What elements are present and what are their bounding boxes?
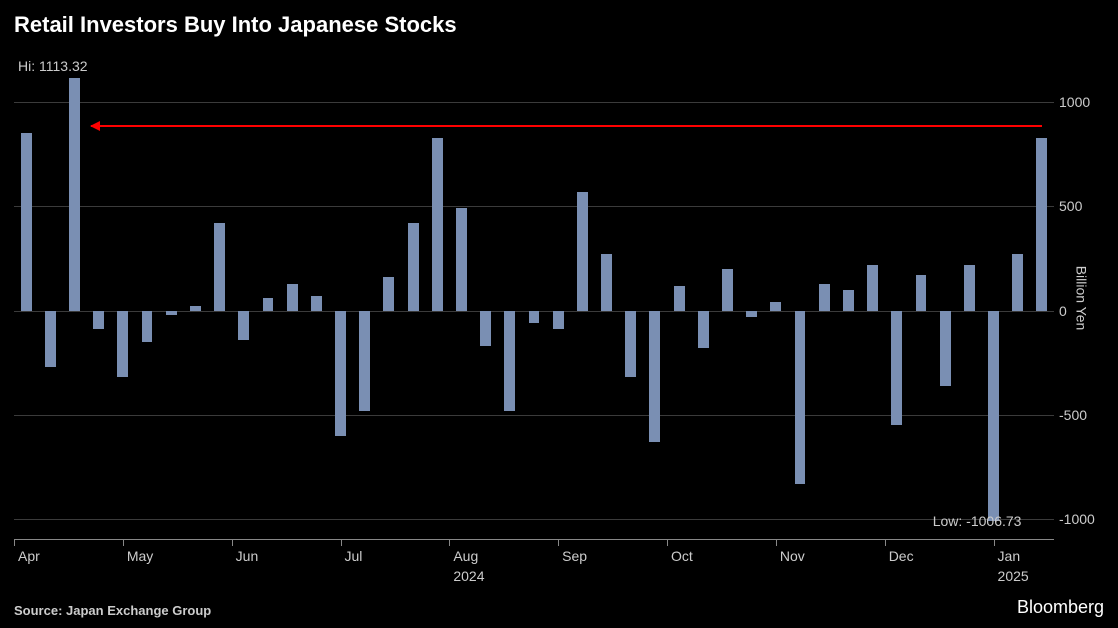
bar — [916, 275, 927, 310]
x-tick-label: Dec — [889, 540, 914, 564]
bar — [770, 302, 781, 310]
bar — [214, 223, 225, 311]
gridline — [14, 102, 1054, 103]
bar — [1036, 138, 1047, 311]
bar — [698, 311, 709, 349]
bar — [843, 290, 854, 311]
bar — [190, 306, 201, 310]
high-annotation: Hi: 1113.32 — [18, 58, 88, 74]
bar — [263, 298, 274, 311]
y-tick-label: 500 — [1059, 198, 1104, 214]
bar — [625, 311, 636, 378]
gridline — [14, 206, 1054, 207]
bar — [964, 265, 975, 311]
bar — [649, 311, 660, 442]
bar — [553, 311, 564, 330]
year-label: 2024 — [453, 540, 484, 584]
bar — [93, 311, 104, 330]
bar — [940, 311, 951, 386]
x-tick — [123, 540, 124, 546]
brand-logo: Bloomberg — [1017, 597, 1104, 618]
bar — [529, 311, 540, 324]
bar — [69, 78, 80, 310]
bar — [988, 311, 999, 521]
bar — [311, 296, 322, 311]
bar — [359, 311, 370, 411]
bar — [1012, 254, 1023, 310]
x-tick — [341, 540, 342, 546]
y-tick-label: 1000 — [1059, 94, 1104, 110]
bar — [601, 254, 612, 310]
x-tick-label: May — [127, 540, 153, 564]
bar — [45, 311, 56, 367]
reference-arrow — [91, 125, 1042, 127]
bar — [432, 138, 443, 311]
bar — [819, 284, 830, 311]
x-tick — [449, 540, 450, 546]
bar — [117, 311, 128, 378]
chart-area: -1000-50005001000AprMayJunJulAugSepOctNo… — [14, 50, 1054, 540]
low-annotation: Low: -1006.73 — [933, 513, 1022, 529]
bar — [480, 311, 491, 346]
x-tick — [885, 540, 886, 546]
x-tick-label: Oct — [671, 540, 693, 564]
source-attribution: Source: Japan Exchange Group — [14, 603, 211, 618]
bar — [456, 208, 467, 310]
x-tick — [232, 540, 233, 546]
bar — [746, 311, 757, 317]
bar — [577, 192, 588, 311]
bar — [504, 311, 515, 411]
bar — [383, 277, 394, 310]
bar — [335, 311, 346, 436]
x-tick — [558, 540, 559, 546]
bar — [867, 265, 878, 311]
x-tick — [667, 540, 668, 546]
y-axis-label: Billion Yen — [1074, 266, 1090, 331]
bar — [722, 269, 733, 311]
x-tick — [776, 540, 777, 546]
bar — [21, 133, 32, 310]
x-tick — [994, 540, 995, 546]
year-label: 2025 — [998, 540, 1029, 584]
y-tick-label: -1000 — [1059, 511, 1104, 527]
gridline — [14, 519, 1054, 520]
x-tick-label: Sep — [562, 540, 587, 564]
bar — [795, 311, 806, 484]
y-tick-label: -500 — [1059, 407, 1104, 423]
bar — [408, 223, 419, 311]
x-tick-label: Apr — [18, 540, 40, 564]
bar — [142, 311, 153, 342]
bar — [674, 286, 685, 311]
x-tick-label: Nov — [780, 540, 805, 564]
x-tick-label: Jun — [236, 540, 259, 564]
x-tick-label: Jul — [345, 540, 363, 564]
bar — [166, 311, 177, 315]
bar — [287, 284, 298, 311]
x-tick — [14, 540, 15, 546]
bar — [891, 311, 902, 426]
bar — [238, 311, 249, 340]
chart-title: Retail Investors Buy Into Japanese Stock… — [14, 12, 457, 38]
